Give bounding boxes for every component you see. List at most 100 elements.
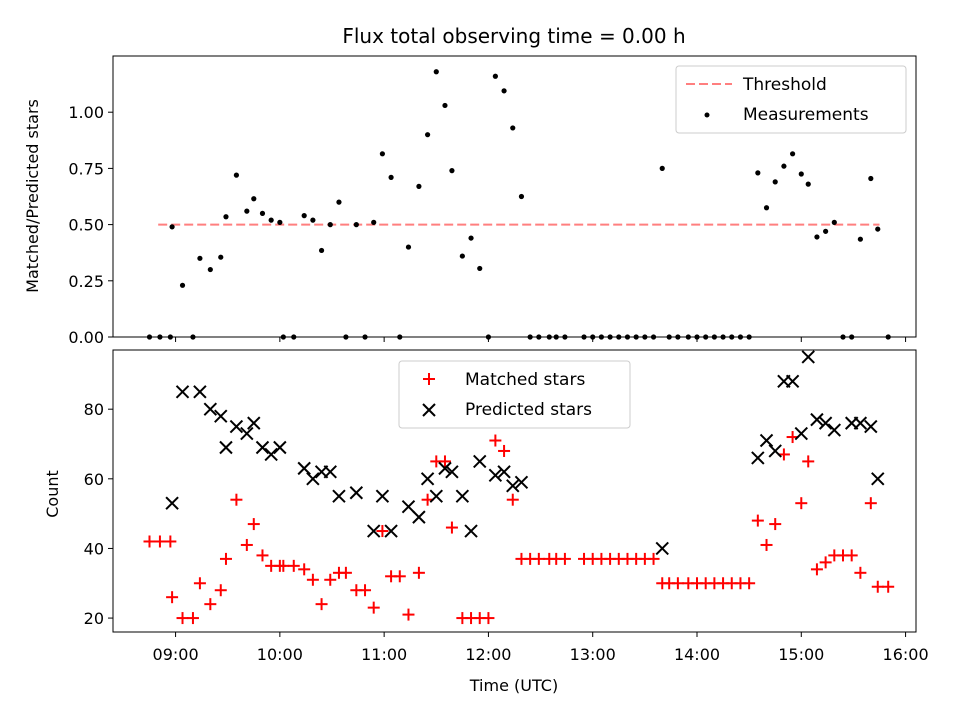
measurement-point <box>318 247 325 254</box>
predicted-star-point <box>488 468 503 483</box>
matched-star-point <box>298 563 311 576</box>
count-plot-area <box>112 349 917 633</box>
measurement-point <box>397 334 403 340</box>
matched-star-point <box>153 535 166 548</box>
measurement-point <box>416 183 422 189</box>
measurement-point <box>442 102 448 109</box>
matched-star-point <box>247 518 260 531</box>
measurement-point <box>259 210 266 216</box>
count-y-tick-label: 20 <box>84 609 104 628</box>
predicted-star-point <box>203 402 218 416</box>
matched-star-point <box>671 577 684 590</box>
measurement-point <box>624 334 631 340</box>
matched-star-point <box>315 598 328 611</box>
predicted-star-point <box>785 374 800 389</box>
predicted-star-point <box>827 423 842 437</box>
measurement-point <box>831 219 837 225</box>
measurement-point <box>268 217 274 223</box>
measurement-point <box>798 171 804 177</box>
measurement-point <box>553 334 559 340</box>
measurement-point <box>562 334 568 340</box>
measurement-point <box>371 219 377 225</box>
measurement-point <box>405 244 412 250</box>
measurement-point <box>327 222 333 228</box>
measurement-point <box>388 174 394 180</box>
count-x-tick-label: 12:00 <box>465 645 511 664</box>
matched-star-point <box>882 580 895 593</box>
measurement-point <box>157 334 163 340</box>
predicted-star-point <box>214 409 228 423</box>
predicted-star-point <box>473 454 487 469</box>
measurement-point <box>449 168 455 174</box>
matched-star-point <box>306 573 319 586</box>
measurement-point <box>781 163 787 169</box>
measurement-point <box>251 196 257 202</box>
count-x-tick-label: 10:00 <box>257 645 303 664</box>
predicted-star-point <box>445 465 459 479</box>
measurement-point <box>280 334 286 340</box>
measurement-point <box>746 334 752 340</box>
predicted-star-point <box>864 419 878 434</box>
measurement-point <box>666 334 672 340</box>
measurement-point <box>424 132 431 138</box>
predicted-star-point <box>306 472 320 486</box>
matched-star-point <box>558 552 571 565</box>
predicted-star-point <box>759 433 774 448</box>
ratio-y-tick-label: 1.00 <box>68 103 104 122</box>
measurement-point <box>536 334 542 340</box>
matched-star-point <box>871 580 884 593</box>
measurement-point <box>772 179 778 185</box>
predicted-star-points <box>165 350 885 556</box>
matched-star-point <box>367 601 380 614</box>
matched-star-point <box>176 612 189 625</box>
legend-measurements-swatch <box>704 112 710 118</box>
matched-star-point <box>845 549 858 562</box>
ratio-legend: Threshold Measurements <box>675 65 907 134</box>
predicted-star-point <box>349 486 364 500</box>
predicted-star-point <box>219 440 233 455</box>
legend-predicted-swatch <box>422 403 436 417</box>
predicted-star-point <box>655 541 669 556</box>
measurement-point <box>590 334 596 340</box>
measurement-point <box>694 334 700 340</box>
measurement-point <box>197 255 203 261</box>
matched-star-point <box>751 514 764 527</box>
matched-star-point <box>186 612 199 625</box>
matched-star-point <box>438 455 451 468</box>
matched-star-point <box>214 584 227 597</box>
predicted-star-point <box>175 385 190 399</box>
measurement-point <box>379 151 386 157</box>
measurement-point <box>433 69 439 75</box>
ratio-panel: Matched/Predicted stars 0.00 0.25 0.50 0.75… <box>23 55 917 347</box>
measurement-point <box>720 334 726 340</box>
ratio-y-tick-label: 0.75 <box>68 159 104 178</box>
count-x-tick-label: 16:00 <box>883 645 929 664</box>
measurement-point <box>233 172 240 178</box>
predicted-star-point <box>514 475 529 490</box>
predicted-star-point <box>412 510 426 524</box>
predicted-star-point <box>871 472 885 486</box>
measurement-point <box>207 266 213 273</box>
measurement-point <box>675 334 681 340</box>
matched-star-point <box>256 549 269 562</box>
measurement-point <box>518 193 525 200</box>
matched-star-point <box>760 538 773 551</box>
measurement-point <box>167 334 173 340</box>
count-panel: Count Time (UTC) 20 40 60 80 09:00 10:00 11:0… <box>43 349 929 695</box>
measurement-point <box>607 334 613 340</box>
predicted-star-point <box>429 489 443 503</box>
count-legend: Matched stars Predicted stars <box>398 360 631 429</box>
matched-star-point <box>393 570 406 583</box>
matched-star-point <box>219 552 232 565</box>
measurement-point <box>805 181 811 187</box>
count-x-ticks: 09:00 10:00 11:00 12:00 13:00 14:00 15:00 16:00 <box>153 632 929 664</box>
measurement-point <box>755 170 761 176</box>
predicted-star-point <box>255 440 270 455</box>
measurement-point <box>763 205 770 211</box>
matched-star-point <box>482 612 495 625</box>
measurement-point <box>598 334 605 340</box>
predicted-star-point <box>455 489 470 503</box>
predicted-star-point <box>438 461 452 476</box>
predicted-star-point <box>801 350 815 364</box>
predicted-star-point <box>367 524 381 538</box>
